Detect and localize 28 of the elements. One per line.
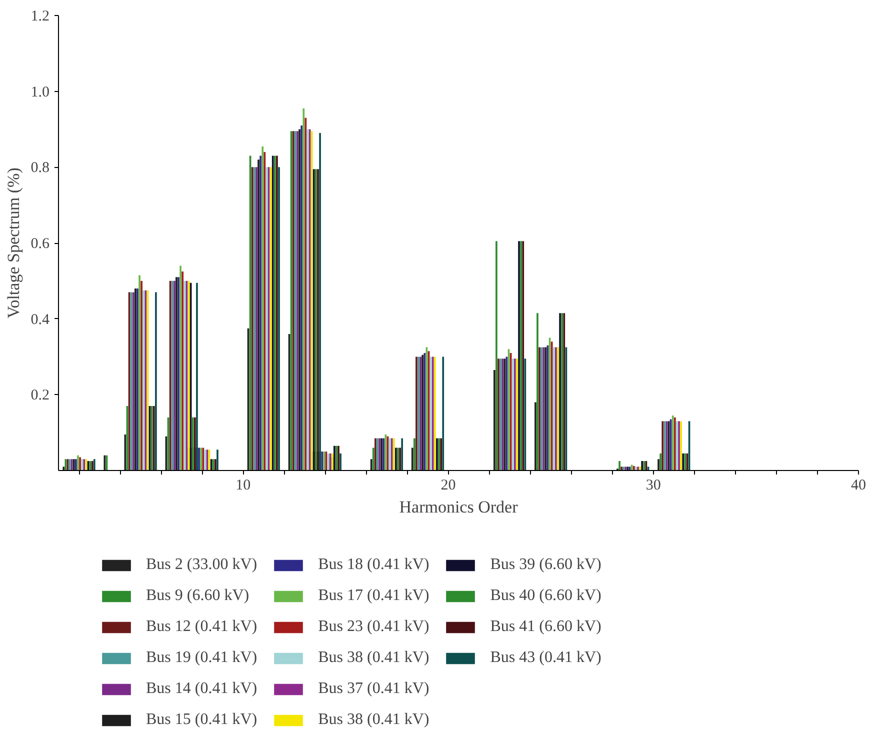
legend-label: Bus 12 (0.41 kV): [146, 618, 258, 636]
y-tick-label: 0.4: [30, 312, 50, 328]
x-tick-label: 40: [851, 478, 866, 494]
legend-label: Bus 37 (0.41 kV): [318, 680, 430, 698]
legend-label: Bus 38 (0.41 kV): [318, 649, 430, 667]
y-tick-label: 0.6: [30, 236, 50, 252]
legend-label: Bus 9 (6.60 kV): [146, 587, 250, 605]
x-tick-label: 30: [646, 478, 661, 494]
legend-label: Bus 15 (0.41 kV): [146, 711, 258, 729]
legend-label: Bus 14 (0.41 kV): [146, 680, 258, 698]
y-axis-title: Voltage Spectrum (%): [4, 168, 23, 318]
legend-label: Bus 39 (6.60 kV): [490, 556, 602, 574]
legend-label: Bus 23 (0.41 kV): [318, 618, 430, 636]
x-tick-label: 20: [440, 478, 456, 494]
legend-label: Bus 2 (33.00 kV): [146, 556, 258, 574]
legend-label: Bus 43 (0.41 kV): [490, 649, 602, 667]
legend-label: Bus 19 (0.41 kV): [146, 649, 258, 667]
legend-label: Bus 41 (6.60 kV): [490, 618, 602, 636]
legend-label: Bus 17 (0.41 kV): [318, 587, 430, 605]
legend-label: Bus 40 (6.60 kV): [490, 587, 602, 605]
x-axis-title: Harmonics Order: [399, 498, 518, 516]
y-tick-label: 0.2: [30, 388, 50, 404]
legend-label: Bus 18 (0.41 kV): [318, 556, 430, 574]
legend-label: Bus 38 (0.41 kV): [318, 711, 430, 729]
x-tick-label: 10: [236, 478, 251, 494]
y-tick-label: 0.8: [30, 160, 50, 176]
y-tick-label: 1.2: [30, 8, 50, 24]
y-tick-label: 1.0: [30, 84, 50, 100]
